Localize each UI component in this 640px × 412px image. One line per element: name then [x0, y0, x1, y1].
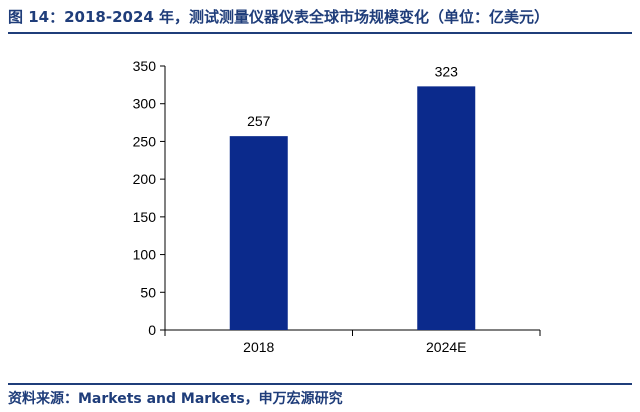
data-labels: 257 323: [247, 63, 458, 129]
title-divider: [8, 32, 632, 34]
x-axis: 2018 2024E: [164, 329, 541, 355]
y-tick-label: 250: [133, 133, 157, 149]
source-note: 资料来源：Markets and Markets，申万宏源研究: [8, 391, 343, 407]
y-tick-label: 50: [140, 284, 156, 300]
x-tick-label-2024E: 2024E: [426, 339, 466, 355]
y-tick-label: 300: [133, 96, 157, 112]
bar-chart: 0 50 100 150 200 250 300 350 2018 2024E 257 323: [133, 58, 541, 355]
y-axis: 0 50 100 150 200 250 300 350: [133, 58, 166, 338]
y-tick-label: 100: [133, 247, 157, 263]
y-tick-label: 150: [133, 209, 157, 225]
footer-divider: [8, 383, 632, 385]
y-tick-label: 350: [133, 58, 157, 74]
y-tick-label: 200: [133, 171, 157, 187]
data-label-2024E: 323: [435, 63, 459, 79]
figure-title: 图 14：2018-2024 年，测试测量仪器仪表全球市场规模变化（单位：亿美元…: [8, 8, 550, 26]
bar-2024E: [417, 86, 476, 330]
data-label-2018: 257: [247, 113, 271, 129]
bars: [229, 86, 476, 330]
bar-2018: [229, 136, 288, 330]
x-tick-label-2018: 2018: [243, 339, 274, 355]
y-tick-label: 0: [148, 322, 156, 338]
